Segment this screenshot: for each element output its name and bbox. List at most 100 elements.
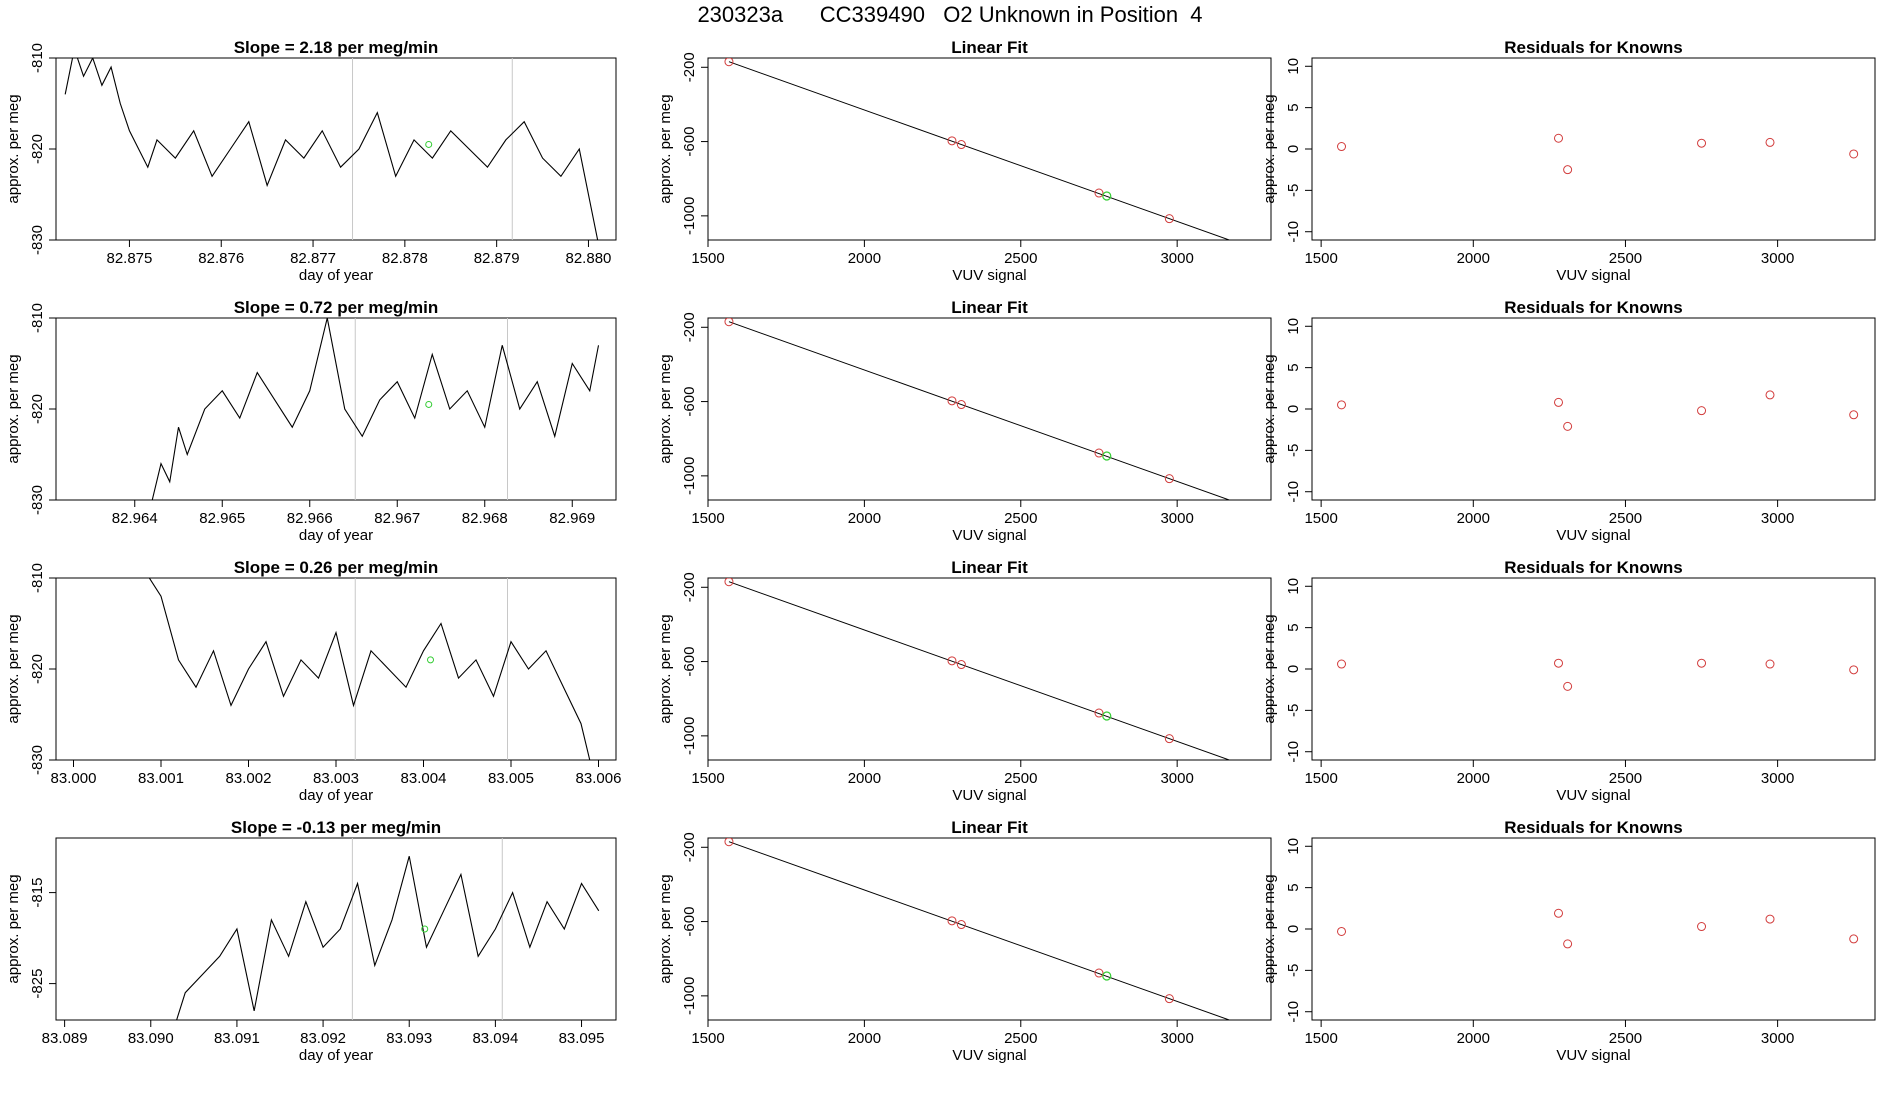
x-axis-label: VUV signal xyxy=(952,267,1026,284)
y-tick-label: 5 xyxy=(1285,883,1302,891)
known-point xyxy=(1094,188,1104,198)
residual-point xyxy=(1554,397,1564,407)
panel-linear-fit-row-1: Linear Fit 1500 2000 2500 3000 -1000 -600 -200 V… xyxy=(657,38,1272,284)
known-point xyxy=(1251,505,1259,513)
x-axis-label: VUV signal xyxy=(1556,787,1630,804)
x-tick-label: 83.093 xyxy=(386,1030,432,1047)
residual-point xyxy=(1563,681,1573,691)
y-tick-label: 0 xyxy=(1285,665,1302,673)
y-tick-label: -10 xyxy=(1285,221,1302,243)
x-tick-label: 83.004 xyxy=(401,770,447,787)
y-tick-label: -5 xyxy=(1285,444,1302,457)
x-tick-label: 82.966 xyxy=(287,510,333,527)
plot-frame xyxy=(707,577,1272,761)
x-tick-label: 2500 xyxy=(1609,1030,1642,1047)
y-tick-label: -600 xyxy=(681,387,698,417)
residual-point xyxy=(1765,659,1775,669)
unknown-point xyxy=(1102,711,1112,721)
y-tick-label: -830 xyxy=(29,745,46,775)
y-axis-label: approx. per meg xyxy=(5,94,22,203)
y-axis-label: approx. per meg xyxy=(1261,614,1278,723)
residual-point xyxy=(1554,908,1564,918)
panel-title: Slope = 2.18 per meg/min xyxy=(234,38,439,57)
unknown-point xyxy=(1102,451,1112,461)
residual-point xyxy=(1563,421,1573,431)
x-axis-label: VUV signal xyxy=(952,527,1026,544)
residual-point xyxy=(1849,149,1859,159)
x-tick-label: 83.006 xyxy=(576,770,622,787)
fit-line xyxy=(728,61,1231,240)
plot-frame xyxy=(707,317,1272,501)
x-tick-label: 82.878 xyxy=(382,250,428,267)
y-tick-label: -200 xyxy=(681,52,698,82)
x-tick-label: 82.969 xyxy=(549,510,595,527)
residual-point xyxy=(1849,665,1859,675)
panel-title: Linear Fit xyxy=(951,558,1028,577)
panel-title: Residuals for Knowns xyxy=(1504,558,1683,577)
plot-frame xyxy=(55,317,617,501)
known-point xyxy=(724,318,734,327)
y-tick-label: -600 xyxy=(681,127,698,157)
y-axis-label: approx. per meg xyxy=(1261,354,1278,463)
panel-residuals-row-1: Residuals for Knowns 1500 2000 2500 3000 -10 -… xyxy=(1261,38,1876,284)
x-tick-label: 2500 xyxy=(1609,770,1642,787)
trace-line xyxy=(73,578,591,760)
y-axis-label: approx. per meg xyxy=(657,94,674,203)
known-point xyxy=(947,136,957,146)
y-tick-label: -815 xyxy=(29,878,46,908)
known-point xyxy=(724,578,734,587)
residual-point xyxy=(1697,922,1707,932)
x-tick-label: 82.877 xyxy=(290,250,336,267)
plot-frame xyxy=(707,837,1272,1021)
residual-point xyxy=(1563,939,1573,949)
fit-line xyxy=(728,841,1231,1020)
y-tick-label: 10 xyxy=(1285,58,1302,75)
y-tick-label: -5 xyxy=(1285,184,1302,197)
plot-frame xyxy=(1311,837,1876,1021)
known-point xyxy=(956,920,966,930)
y-tick-label: -820 xyxy=(29,134,46,164)
trace-line xyxy=(151,318,600,500)
x-tick-label: 1500 xyxy=(1304,770,1337,787)
x-axis-label: day of year xyxy=(299,787,373,804)
plot-area xyxy=(1337,133,1859,175)
panel-title: Linear Fit xyxy=(951,38,1028,57)
x-tick-label: 2500 xyxy=(1004,770,1037,787)
x-tick-label: 3000 xyxy=(1160,770,1193,787)
known-point xyxy=(956,660,966,670)
y-axis-label: approx. per meg xyxy=(657,874,674,983)
x-tick-label: 83.095 xyxy=(559,1030,605,1047)
residual-point xyxy=(1337,142,1347,152)
y-tick-label: 0 xyxy=(1285,145,1302,153)
panel-linear-fit-row-2: Linear Fit 1500 2000 2500 3000 -1000 -600 -200 V… xyxy=(657,298,1272,544)
panel-title: Slope = -0.13 per meg/min xyxy=(231,818,441,837)
x-tick-label: 2000 xyxy=(1457,510,1490,527)
y-axis-label: approx. per meg xyxy=(657,614,674,723)
x-tick-label: 82.880 xyxy=(566,250,612,267)
known-point xyxy=(1164,734,1174,744)
x-tick-label: 2000 xyxy=(1457,250,1490,267)
x-tick-label: 3000 xyxy=(1160,1030,1193,1047)
known-point xyxy=(724,58,734,67)
known-point xyxy=(1164,474,1174,484)
trace-line xyxy=(64,58,599,240)
plot-frame xyxy=(55,577,617,761)
x-tick-label: 3000 xyxy=(1761,770,1794,787)
x-tick-label: 1500 xyxy=(691,510,724,527)
residual-point xyxy=(1849,934,1859,944)
unknown-point xyxy=(427,656,434,664)
unknown-point xyxy=(1102,971,1112,981)
y-tick-label: -1000 xyxy=(681,197,698,235)
plot-area xyxy=(724,318,1259,513)
x-tick-label: 2000 xyxy=(848,510,881,527)
x-tick-label: 3000 xyxy=(1160,510,1193,527)
x-tick-label: 2000 xyxy=(1457,1030,1490,1047)
known-point xyxy=(947,916,957,926)
known-point xyxy=(1094,448,1104,458)
residual-point xyxy=(1765,137,1775,147)
known-point xyxy=(1164,994,1174,1004)
x-tick-label: 83.001 xyxy=(138,770,184,787)
y-tick-label: -810 xyxy=(29,303,46,333)
x-tick-label: 82.965 xyxy=(199,510,245,527)
